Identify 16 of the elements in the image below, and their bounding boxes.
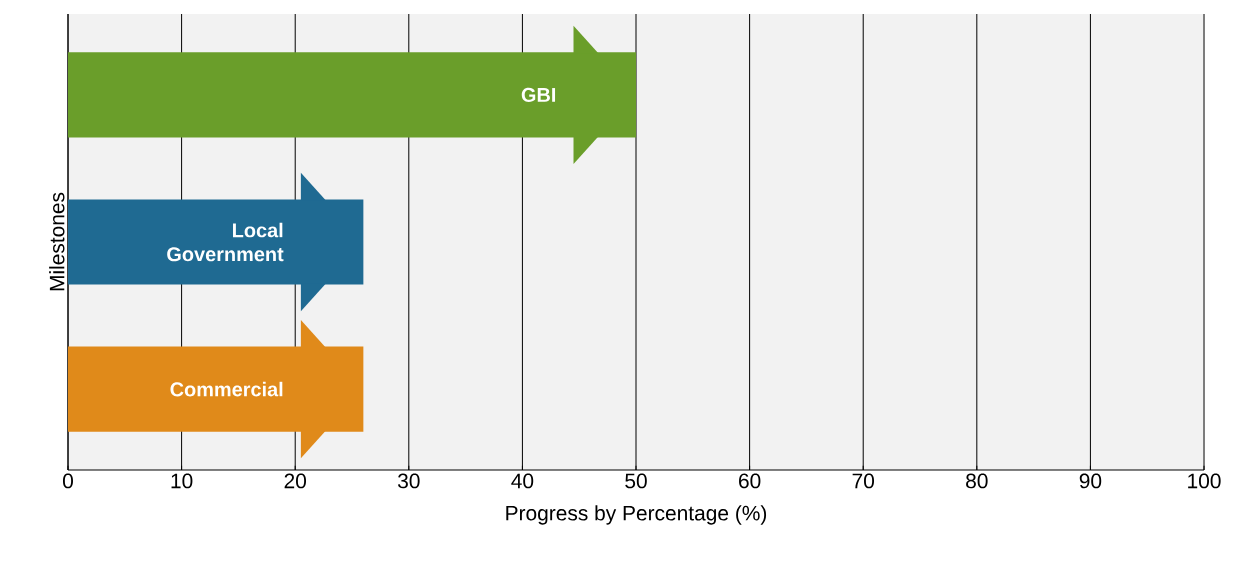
x-axis-title: Progress by Percentage (%) — [506, 505, 767, 525]
x-tick-label: 10 — [171, 473, 193, 489]
x-tick-label: 60 — [739, 473, 761, 489]
x-tick-label: 70 — [852, 473, 875, 489]
x-tick-label: 90 — [1079, 473, 1102, 489]
y-tick-label: GBI — [521, 87, 556, 102]
y-tick-label: Local Government — [167, 222, 284, 262]
x-tick-label: 40 — [511, 473, 534, 489]
y-tick-label: Commercial — [170, 381, 283, 397]
x-tick-label: 0 — [63, 473, 73, 489]
x-tick-label: 30 — [397, 473, 420, 489]
x-tick-label: 100 — [1188, 473, 1221, 489]
x-tick-label: 20 — [284, 473, 307, 489]
y-axis-title: Milestones — [49, 192, 65, 291]
x-tick-label: 50 — [625, 473, 647, 489]
x-tick-label: 80 — [966, 473, 988, 489]
